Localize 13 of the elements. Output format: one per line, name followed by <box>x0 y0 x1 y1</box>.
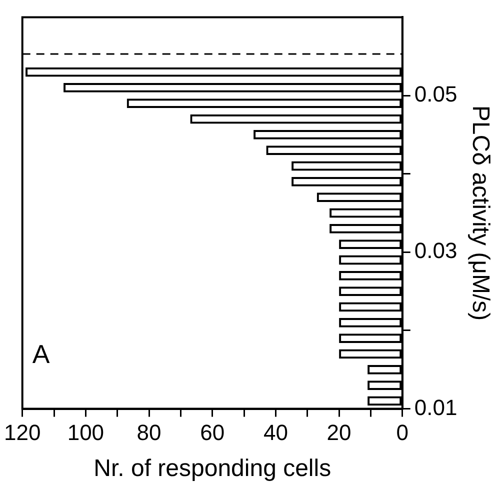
x-tick-label: 100 <box>67 420 104 446</box>
y-tick-label: 0.03 <box>414 238 458 264</box>
x-tick-label: 80 <box>136 420 162 446</box>
x-tick-label: 0 <box>396 420 409 446</box>
x-tick-label: 60 <box>200 420 225 446</box>
x-axis-title: Nr. of responding cells <box>94 455 332 482</box>
y-axis-title: PLCδ activity (μM/s) <box>466 105 494 321</box>
y-tick-label: 0.01 <box>414 394 458 420</box>
x-tick-label: 20 <box>326 420 352 446</box>
x-tick-label: 40 <box>263 420 288 446</box>
x-tick-label: 120 <box>4 420 41 446</box>
y-tick-label: 0.05 <box>414 82 458 107</box>
annotation: A <box>32 338 50 369</box>
